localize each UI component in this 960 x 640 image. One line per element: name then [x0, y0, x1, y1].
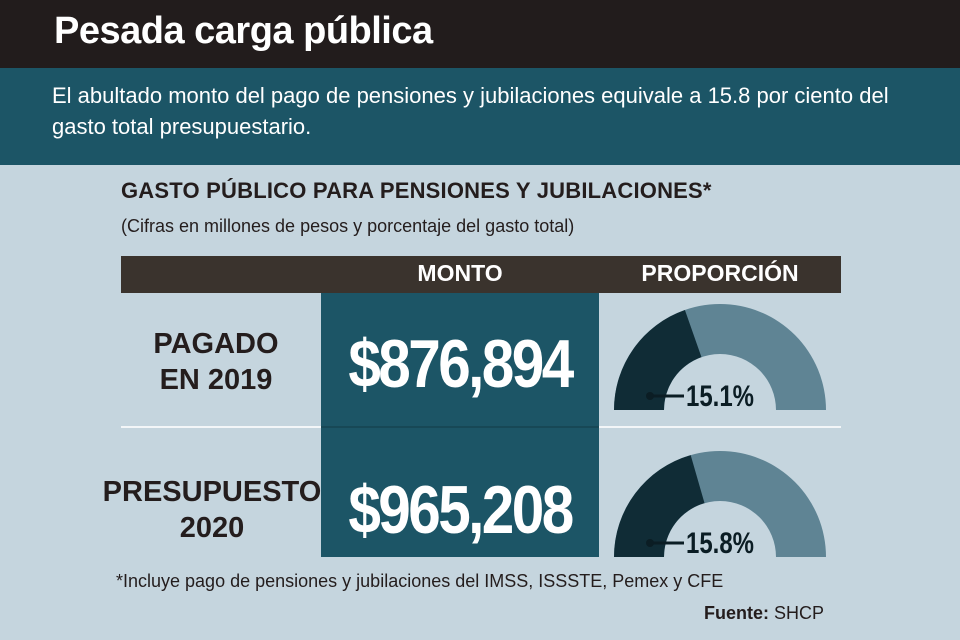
title-bar: Pesada carga pública: [0, 0, 960, 68]
subtitle-bar: El abultado monto del pago de pensiones …: [0, 68, 960, 165]
gauge-pointer-dot: [646, 539, 654, 547]
row-divider-right: [599, 426, 841, 428]
proporcion-label-2020: 15.8%: [686, 525, 754, 559]
gauge-fill: [614, 455, 705, 557]
proporcion-label-2019: 15.1%: [686, 378, 754, 412]
footnote: *Incluye pago de pensiones y jubilacione…: [116, 571, 724, 591]
gauge-pointer-dot: [646, 392, 654, 400]
column-header-proporcion: PROPORCIÓN: [641, 260, 799, 286]
proporcion-gauge-2019: 15.1%: [614, 304, 826, 412]
row-label-line: EN 2019: [159, 364, 273, 396]
source-value: SHCP: [774, 603, 825, 623]
row-label-2020: PRESUPUESTO 2020: [102, 474, 322, 546]
gauge-fill: [614, 309, 702, 410]
monto-row-separator: [321, 426, 599, 428]
row-label-line: PRESUPUESTO: [102, 476, 322, 508]
table-header: MONTO PROPORCIÓN: [121, 256, 841, 293]
source-credit: Fuente: SHCP: [704, 603, 824, 624]
row-label-line: 2020: [179, 512, 245, 544]
row-divider-left: [121, 426, 321, 428]
chart-units-note: (Cifras en millones de pesos y porcentaj…: [121, 216, 575, 236]
monto-value-2019: $876,894: [348, 326, 574, 402]
proporcion-gauge-2020: 15.8%: [614, 451, 826, 559]
page-subtitle: El abultado monto del pago de pensiones …: [52, 83, 889, 139]
chart-title: GASTO PÚBLICO PARA PENSIONES Y JUBILACIO…: [121, 178, 712, 203]
source-label: Fuente:: [704, 603, 769, 623]
row-label-2019: PAGADO EN 2019: [106, 326, 326, 398]
monto-value-2020: $965,208: [348, 472, 574, 548]
monto-column: [321, 293, 599, 557]
column-header-monto: MONTO: [417, 260, 503, 286]
page-title: Pesada carga pública: [54, 10, 433, 52]
row-label-line: PAGADO: [153, 328, 279, 360]
